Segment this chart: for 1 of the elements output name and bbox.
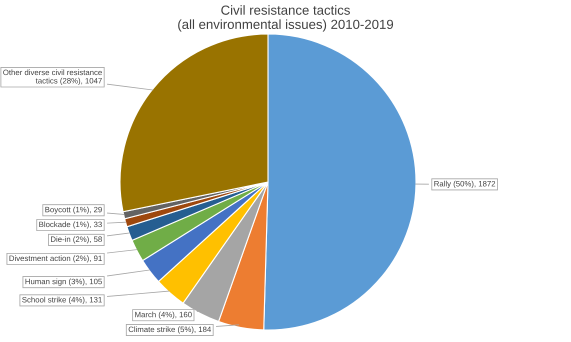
chart-title: Civil resistance tactics (all environmental issues) 2010-2019 bbox=[178, 5, 394, 32]
